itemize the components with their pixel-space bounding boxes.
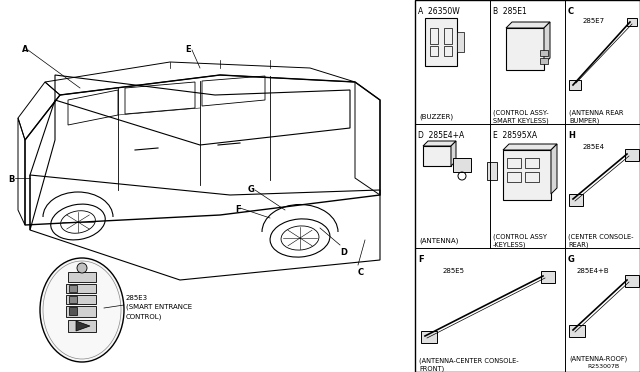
Text: E: E xyxy=(185,45,191,54)
Bar xyxy=(444,46,452,56)
Bar xyxy=(69,296,77,303)
Bar xyxy=(540,58,548,64)
Bar xyxy=(625,275,639,287)
Text: C: C xyxy=(568,7,574,16)
Bar xyxy=(503,150,551,200)
Text: H: H xyxy=(568,131,575,140)
Polygon shape xyxy=(506,22,550,28)
Text: (CONTROL ASSY-
SMART KEYLESS): (CONTROL ASSY- SMART KEYLESS) xyxy=(493,110,548,124)
Text: 285E3: 285E3 xyxy=(126,295,148,301)
Text: F: F xyxy=(418,255,424,264)
Bar xyxy=(540,50,548,56)
Bar xyxy=(457,32,464,52)
Text: B: B xyxy=(8,175,14,184)
Text: B  285E1: B 285E1 xyxy=(493,7,527,16)
Ellipse shape xyxy=(40,258,124,362)
Text: D  285E4+A: D 285E4+A xyxy=(418,131,464,140)
Text: 285E4+B: 285E4+B xyxy=(577,268,610,274)
Bar xyxy=(66,306,96,317)
Bar xyxy=(625,149,639,161)
Bar xyxy=(69,307,77,315)
Bar xyxy=(569,80,581,90)
Polygon shape xyxy=(423,141,456,146)
Bar xyxy=(569,194,583,206)
Text: D: D xyxy=(340,248,347,257)
Text: (ANTENNA REAR
BUMPER): (ANTENNA REAR BUMPER) xyxy=(569,110,623,124)
Bar xyxy=(507,158,521,168)
Bar xyxy=(415,0,640,372)
Bar xyxy=(506,28,544,70)
Text: 285E5: 285E5 xyxy=(443,268,465,274)
Polygon shape xyxy=(544,22,550,64)
Bar xyxy=(66,284,96,293)
Text: E  28595XA: E 28595XA xyxy=(493,131,537,140)
Text: (ANTENNA-ROOF): (ANTENNA-ROOF) xyxy=(569,356,627,362)
Text: 285E7: 285E7 xyxy=(583,18,605,24)
Bar xyxy=(423,146,451,166)
Polygon shape xyxy=(551,144,557,194)
Bar xyxy=(430,46,438,56)
Bar xyxy=(430,28,438,44)
Bar xyxy=(68,272,96,282)
Text: CONTROL): CONTROL) xyxy=(126,314,163,321)
Text: (BUZZER): (BUZZER) xyxy=(419,114,453,121)
Text: G: G xyxy=(248,185,255,194)
Bar xyxy=(525,172,539,182)
Polygon shape xyxy=(503,144,557,150)
Text: (CONTROL ASSY
-KEYLESS): (CONTROL ASSY -KEYLESS) xyxy=(493,234,547,248)
Bar xyxy=(487,162,497,180)
Polygon shape xyxy=(76,321,90,331)
Text: A  26350W: A 26350W xyxy=(418,7,460,16)
Polygon shape xyxy=(451,141,456,166)
Text: 285E4: 285E4 xyxy=(583,144,605,150)
Bar xyxy=(453,158,471,172)
Text: F: F xyxy=(235,205,241,214)
Text: R253007B: R253007B xyxy=(587,364,619,369)
Bar xyxy=(444,28,452,44)
Bar xyxy=(68,320,96,332)
Bar xyxy=(541,271,555,283)
Text: A: A xyxy=(22,45,29,54)
Text: G: G xyxy=(568,255,575,264)
Bar xyxy=(421,331,437,343)
Bar xyxy=(569,325,585,337)
Text: (CENTER CONSOLE-
REAR): (CENTER CONSOLE- REAR) xyxy=(568,234,634,248)
Circle shape xyxy=(77,263,87,273)
Text: (ANTENNA): (ANTENNA) xyxy=(419,238,458,244)
Bar xyxy=(66,295,96,304)
Bar xyxy=(507,172,521,182)
Bar xyxy=(69,285,77,292)
Text: C: C xyxy=(358,268,364,277)
Text: (SMART ENTRANCE: (SMART ENTRANCE xyxy=(126,304,192,311)
Text: (ANTENNA-CENTER CONSOLE-
FRONT): (ANTENNA-CENTER CONSOLE- FRONT) xyxy=(419,358,518,372)
Bar xyxy=(627,18,637,26)
Bar xyxy=(425,18,457,66)
Bar xyxy=(525,158,539,168)
